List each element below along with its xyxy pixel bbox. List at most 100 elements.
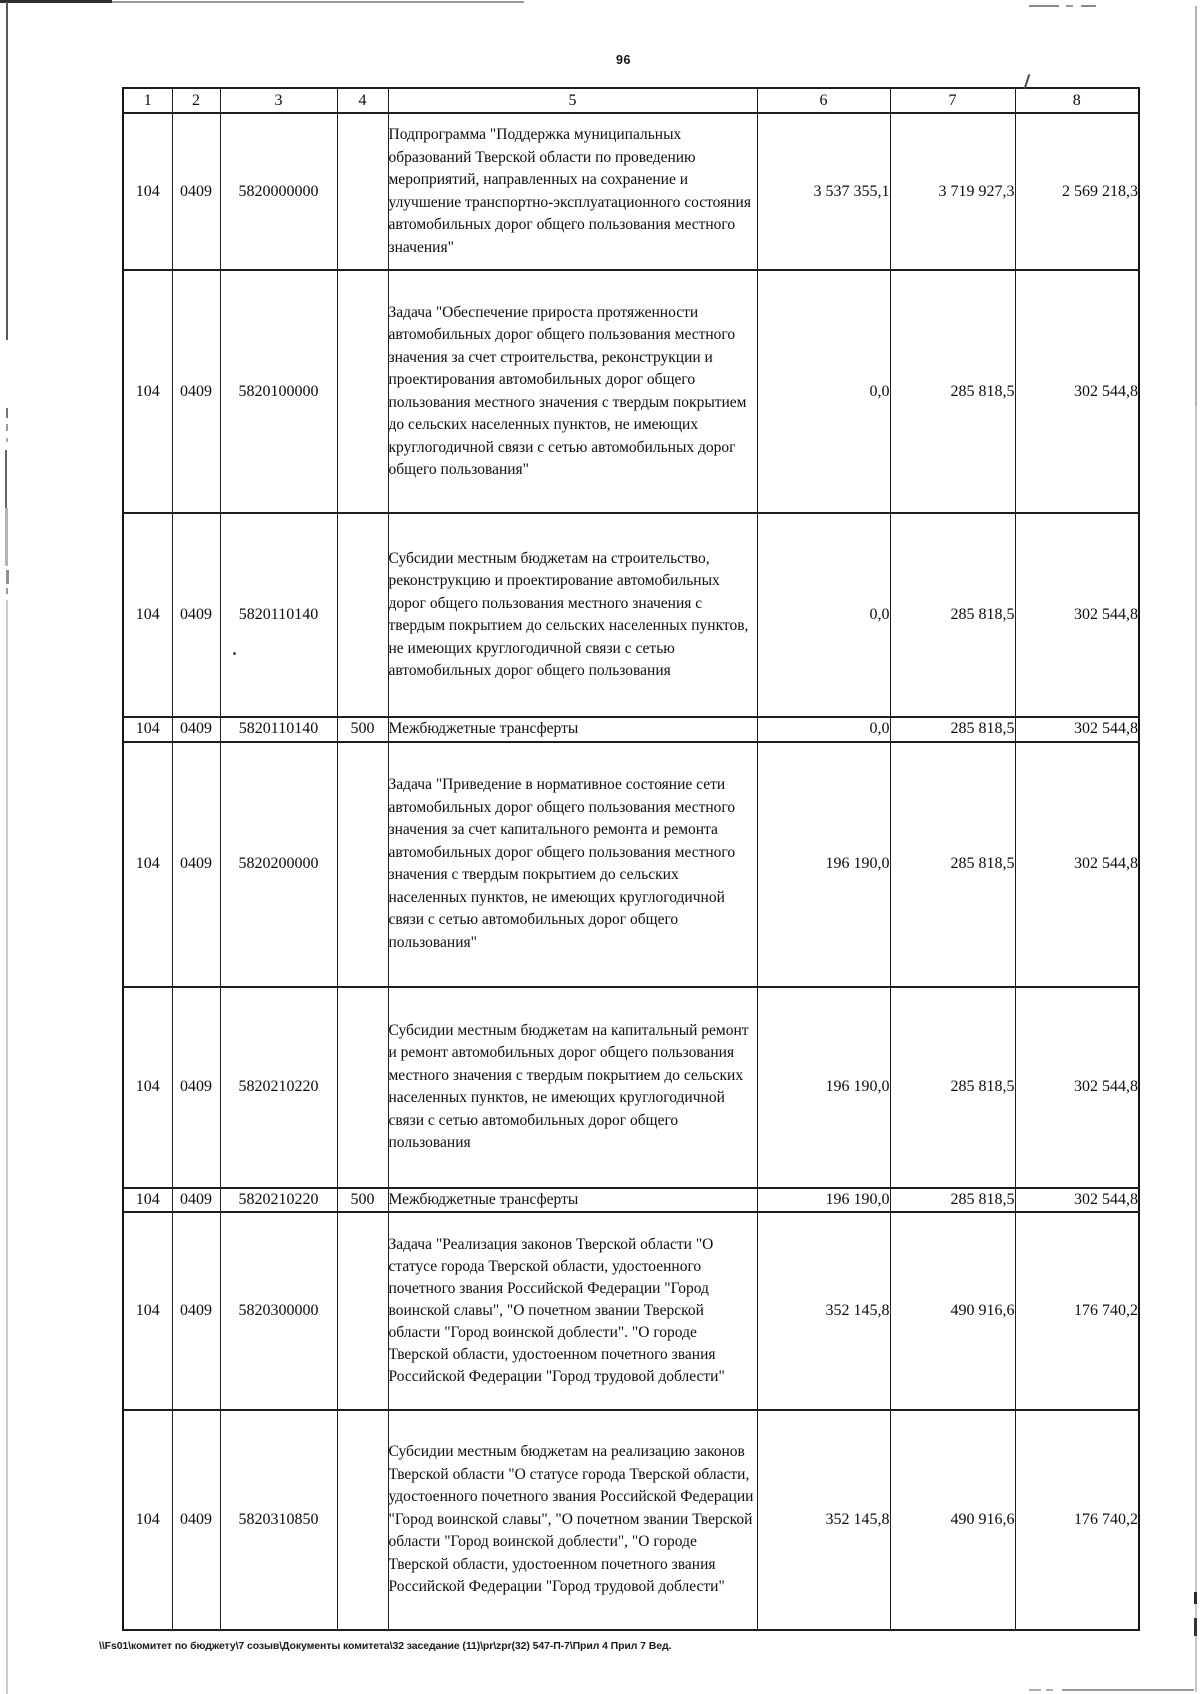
cell-grbs-code: 104 — [122, 512, 173, 718]
cell-amount-year3: 2 569 218,3 — [1014, 112, 1140, 271]
cell-expense-type — [336, 112, 389, 271]
cell-section-code: 0409 — [171, 985, 221, 1189]
scan-artifact-right-border — [1195, 406, 1197, 1692]
scan-artifact-top-left-line — [0, 0, 112, 3]
cell-expense-type — [336, 269, 389, 514]
cell-amount-year2: 285 818,5 — [889, 512, 1016, 718]
scan-artifact-right-border — [1195, 6, 1197, 406]
scan-artifact-speck — [233, 652, 236, 655]
cell-amount-year3: 302 544,8 — [1014, 1186, 1140, 1213]
cell-amount-year2: 285 818,5 — [889, 1186, 1016, 1213]
cell-amount-year1: 3 537 355,1 — [756, 112, 891, 271]
cell-expense-type: 500 — [336, 716, 389, 743]
table-row: 104 0409 5820100000 Задача "Обеспечение … — [122, 269, 1140, 514]
cell-description: Межбюджетные трансферты — [387, 716, 758, 743]
cell-grbs-code: 104 — [122, 269, 173, 514]
cell-section-code: 0409 — [171, 716, 221, 743]
cell-amount-year3: 302 544,8 — [1014, 269, 1140, 514]
column-header: 4 — [336, 87, 389, 114]
cell-target-code: 5820110140 — [219, 716, 338, 743]
cell-grbs-code: 104 — [122, 1211, 173, 1411]
cell-grbs-code: 104 — [122, 985, 173, 1189]
cell-amount-year3: 176 740,2 — [1014, 1211, 1140, 1411]
cell-amount-year3: 302 544,8 — [1014, 716, 1140, 743]
scan-artifact-bottom-dash — [1046, 1689, 1053, 1691]
cell-description: Субсидии местным бюджетам на строительст… — [387, 512, 758, 718]
cell-amount-year1: 0,0 — [756, 512, 891, 718]
scan-artifact-left-dash — [6, 588, 8, 594]
cell-expense-type — [336, 1211, 389, 1411]
cell-grbs-code: 104 — [122, 1186, 173, 1213]
cell-amount-year1: 352 145,8 — [756, 1211, 891, 1411]
cell-expense-type — [336, 985, 389, 1189]
scan-artifact-left-line-light — [5, 508, 8, 566]
cell-description: Задача "Обеспечение прироста протяженнос… — [387, 269, 758, 514]
cell-target-code: 5820300000 — [219, 1211, 338, 1411]
cell-target-code: 5820110140 — [219, 512, 338, 718]
scan-artifact-top-right-dash — [1081, 5, 1096, 7]
cell-target-code: 5820310850 — [219, 1409, 338, 1631]
table-row: 104 0409 5820200000 Задача "Приведение в… — [122, 740, 1140, 988]
scan-artifact-left-dash — [6, 438, 8, 442]
cell-grbs-code: 104 — [122, 1409, 173, 1631]
scan-artifact-left-dash — [6, 408, 8, 418]
cell-description: Субсидии местным бюджетам на капитальный… — [387, 985, 758, 1189]
cell-amount-year3: 302 544,8 — [1014, 985, 1140, 1189]
scan-artifact-top-line — [112, 1, 524, 3]
cell-section-code: 0409 — [171, 740, 221, 988]
cell-section-code: 0409 — [171, 112, 221, 271]
column-header: 8 — [1014, 87, 1140, 114]
scan-artifact-bottom-dash — [1029, 1689, 1041, 1691]
table-header-row: 1 2 3 4 5 6 7 8 — [122, 87, 1140, 114]
cell-target-code: 5820000000 — [219, 112, 338, 271]
cell-section-code: 0409 — [171, 1211, 221, 1411]
cell-section-code: 0409 — [171, 269, 221, 514]
scan-artifact-left-line-dark — [5, 450, 7, 508]
cell-amount-year3: 302 544,8 — [1014, 740, 1140, 988]
scan-artifact-top-right-dash — [1029, 5, 1059, 7]
cell-section-code: 0409 — [171, 1409, 221, 1631]
column-header: 2 — [171, 87, 221, 114]
cell-amount-year1: 0,0 — [756, 269, 891, 514]
cell-amount-year3: 176 740,2 — [1014, 1409, 1140, 1631]
table-row: 104 0409 5820210220 Субсидии местным бюд… — [122, 985, 1140, 1189]
table-row: 104 0409 5820310850 Субсидии местным бюд… — [122, 1409, 1140, 1631]
table-row: 104 0409 5820210220 500 Межбюджетные тра… — [122, 1186, 1140, 1213]
cell-expense-type: 500 — [336, 1186, 389, 1213]
scan-artifact-left-border — [6, 2, 8, 340]
cell-amount-year2: 285 818,5 — [889, 716, 1016, 743]
cell-target-code: 5820100000 — [219, 269, 338, 514]
cell-target-code: 5820210220 — [219, 985, 338, 1189]
cell-target-code: 5820210220 — [219, 1186, 338, 1213]
cell-expense-type — [336, 512, 389, 718]
cell-section-code: 0409 — [171, 512, 221, 718]
cell-amount-year2: 285 818,5 — [889, 269, 1016, 514]
cell-description: Субсидии местным бюджетам на реализацию … — [387, 1409, 758, 1631]
cell-expense-type — [336, 740, 389, 988]
budget-table: 1 2 3 4 5 6 7 8 104 0409 5820000000 Подп… — [122, 87, 1140, 1631]
cell-description: Задача "Приведение в нормативное состоян… — [387, 740, 758, 988]
table-row: 104 0409 5820110140 500 Межбюджетные тра… — [122, 716, 1140, 743]
cell-amount-year2: 490 916,6 — [889, 1409, 1016, 1631]
cell-grbs-code: 104 — [122, 716, 173, 743]
scan-artifact-right-dash — [1194, 1592, 1197, 1604]
cell-amount-year1: 0,0 — [756, 716, 891, 743]
table-row: 104 0409 5820000000 Подпрограмма "Поддер… — [122, 112, 1140, 271]
cell-amount-year2: 285 818,5 — [889, 740, 1016, 988]
scan-artifact-left-line-bottom — [6, 600, 8, 1694]
scan-artifact-bottom-line — [1062, 1689, 1194, 1691]
table-row: 104 0409 5820110140 Субсидии местным бюд… — [122, 512, 1140, 718]
scan-artifact-right-dash — [1194, 1618, 1197, 1636]
scan-artifact-left-dash — [6, 424, 8, 431]
column-header: 3 — [219, 87, 338, 114]
cell-description: Межбюджетные трансферты — [387, 1186, 758, 1213]
cell-amount-year2: 490 916,6 — [889, 1211, 1016, 1411]
cell-amount-year2: 285 818,5 — [889, 985, 1016, 1189]
scan-artifact-left-dash — [6, 570, 9, 584]
cell-amount-year1: 196 190,0 — [756, 1186, 891, 1213]
cell-target-code: 5820200000 — [219, 740, 338, 988]
footer-file-path: \\Fs01\комитет по бюджету\7 созыв\Докуме… — [99, 1640, 672, 1652]
column-header: 1 — [122, 87, 173, 114]
cell-amount-year1: 196 190,0 — [756, 740, 891, 988]
